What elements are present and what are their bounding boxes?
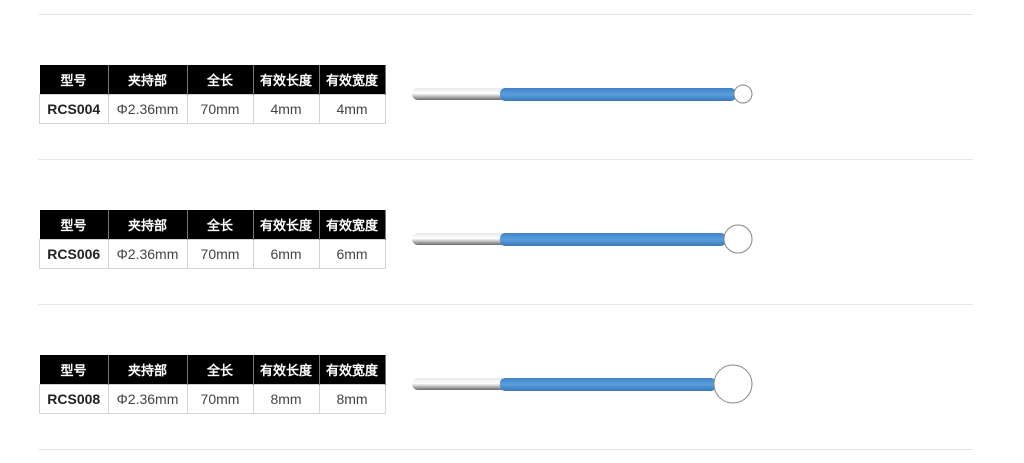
- electrode-illustration: [412, 364, 753, 404]
- header-cell: 有效宽度: [319, 65, 386, 95]
- length-cell: 70mm: [186, 384, 254, 414]
- table-row: RCS008 Φ2.36mm 70mm 8mm 8mm: [39, 384, 386, 414]
- header-cell: 夹持部: [108, 355, 188, 385]
- electrode-ball-tip: [713, 364, 753, 404]
- effective-length-cell: 6mm: [252, 239, 320, 269]
- product-panel: 型号 夹持部 全长 有效长度 有效宽度 RCS004 Φ2.36mm 70mm 4mm 4mm: [0, 14, 1024, 159]
- effective-width-cell: 4mm: [318, 94, 386, 124]
- table-row: RCS006 Φ2.36mm 70mm 6mm 6mm: [39, 239, 386, 269]
- spec-table: 型号 夹持部 全长 有效长度 有效宽度 RCS004 Φ2.36mm 70mm 4mm 4mm: [39, 65, 386, 124]
- spec-table: 型号 夹持部 全长 有效长度 有效宽度 RCS006 Φ2.36mm 70mm 6mm 6mm: [39, 210, 386, 269]
- electrode-metal-shaft: [412, 378, 507, 390]
- header-cell: 夹持部: [108, 210, 188, 240]
- model-cell: RCS008: [39, 384, 109, 414]
- model-cell: RCS006: [39, 239, 109, 269]
- electrode-metal-shaft: [412, 233, 507, 245]
- header-cell: 有效长度: [253, 355, 320, 385]
- length-cell: 70mm: [186, 94, 254, 124]
- table-header-row: 型号 夹持部 全长 有效长度 有效宽度: [39, 65, 386, 95]
- header-cell: 型号: [39, 355, 109, 385]
- header-cell: 型号: [39, 210, 109, 240]
- header-cell: 夹持部: [108, 65, 188, 95]
- effective-length-cell: 4mm: [252, 94, 320, 124]
- header-cell: 有效长度: [253, 65, 320, 95]
- header-cell: 有效长度: [253, 210, 320, 240]
- product-panel: 型号 夹持部 全长 有效长度 有效宽度 RCS006 Φ2.36mm 70mm 6mm 6mm: [0, 159, 1024, 304]
- electrode-metal-shaft: [412, 88, 507, 100]
- spec-table: 型号 夹持部 全长 有效长度 有效宽度 RCS008 Φ2.36mm 70mm 8mm 8mm: [39, 355, 386, 414]
- header-cell: 型号: [39, 65, 109, 95]
- product-panel: 型号 夹持部 全长 有效长度 有效宽度 RCS008 Φ2.36mm 70mm 8mm 8mm: [0, 304, 1024, 449]
- header-cell: 有效宽度: [319, 210, 386, 240]
- table-header-row: 型号 夹持部 全长 有效长度 有效宽度: [39, 355, 386, 385]
- header-cell: 有效宽度: [319, 355, 386, 385]
- table-header-row: 型号 夹持部 全长 有效长度 有效宽度: [39, 210, 386, 240]
- divider: [38, 449, 973, 450]
- electrode-insulated-shaft: [500, 88, 736, 101]
- header-cell: 全长: [187, 65, 254, 95]
- divider: [38, 14, 973, 15]
- electrode-illustration: [412, 84, 753, 104]
- electrode-illustration: [412, 224, 753, 254]
- electrode-insulated-shaft: [500, 233, 726, 246]
- header-cell: 全长: [187, 210, 254, 240]
- clamp-cell: Φ2.36mm: [107, 94, 188, 124]
- model-cell: RCS004: [39, 94, 109, 124]
- effective-width-cell: 8mm: [318, 384, 386, 414]
- divider: [38, 304, 973, 305]
- clamp-cell: Φ2.36mm: [107, 239, 188, 269]
- header-cell: 全长: [187, 355, 254, 385]
- electrode-ball-tip: [733, 84, 753, 104]
- table-row: RCS004 Φ2.36mm 70mm 4mm 4mm: [39, 94, 386, 124]
- electrode-ball-tip: [723, 224, 753, 254]
- electrode-insulated-shaft: [500, 378, 716, 391]
- effective-width-cell: 6mm: [318, 239, 386, 269]
- divider: [38, 159, 973, 160]
